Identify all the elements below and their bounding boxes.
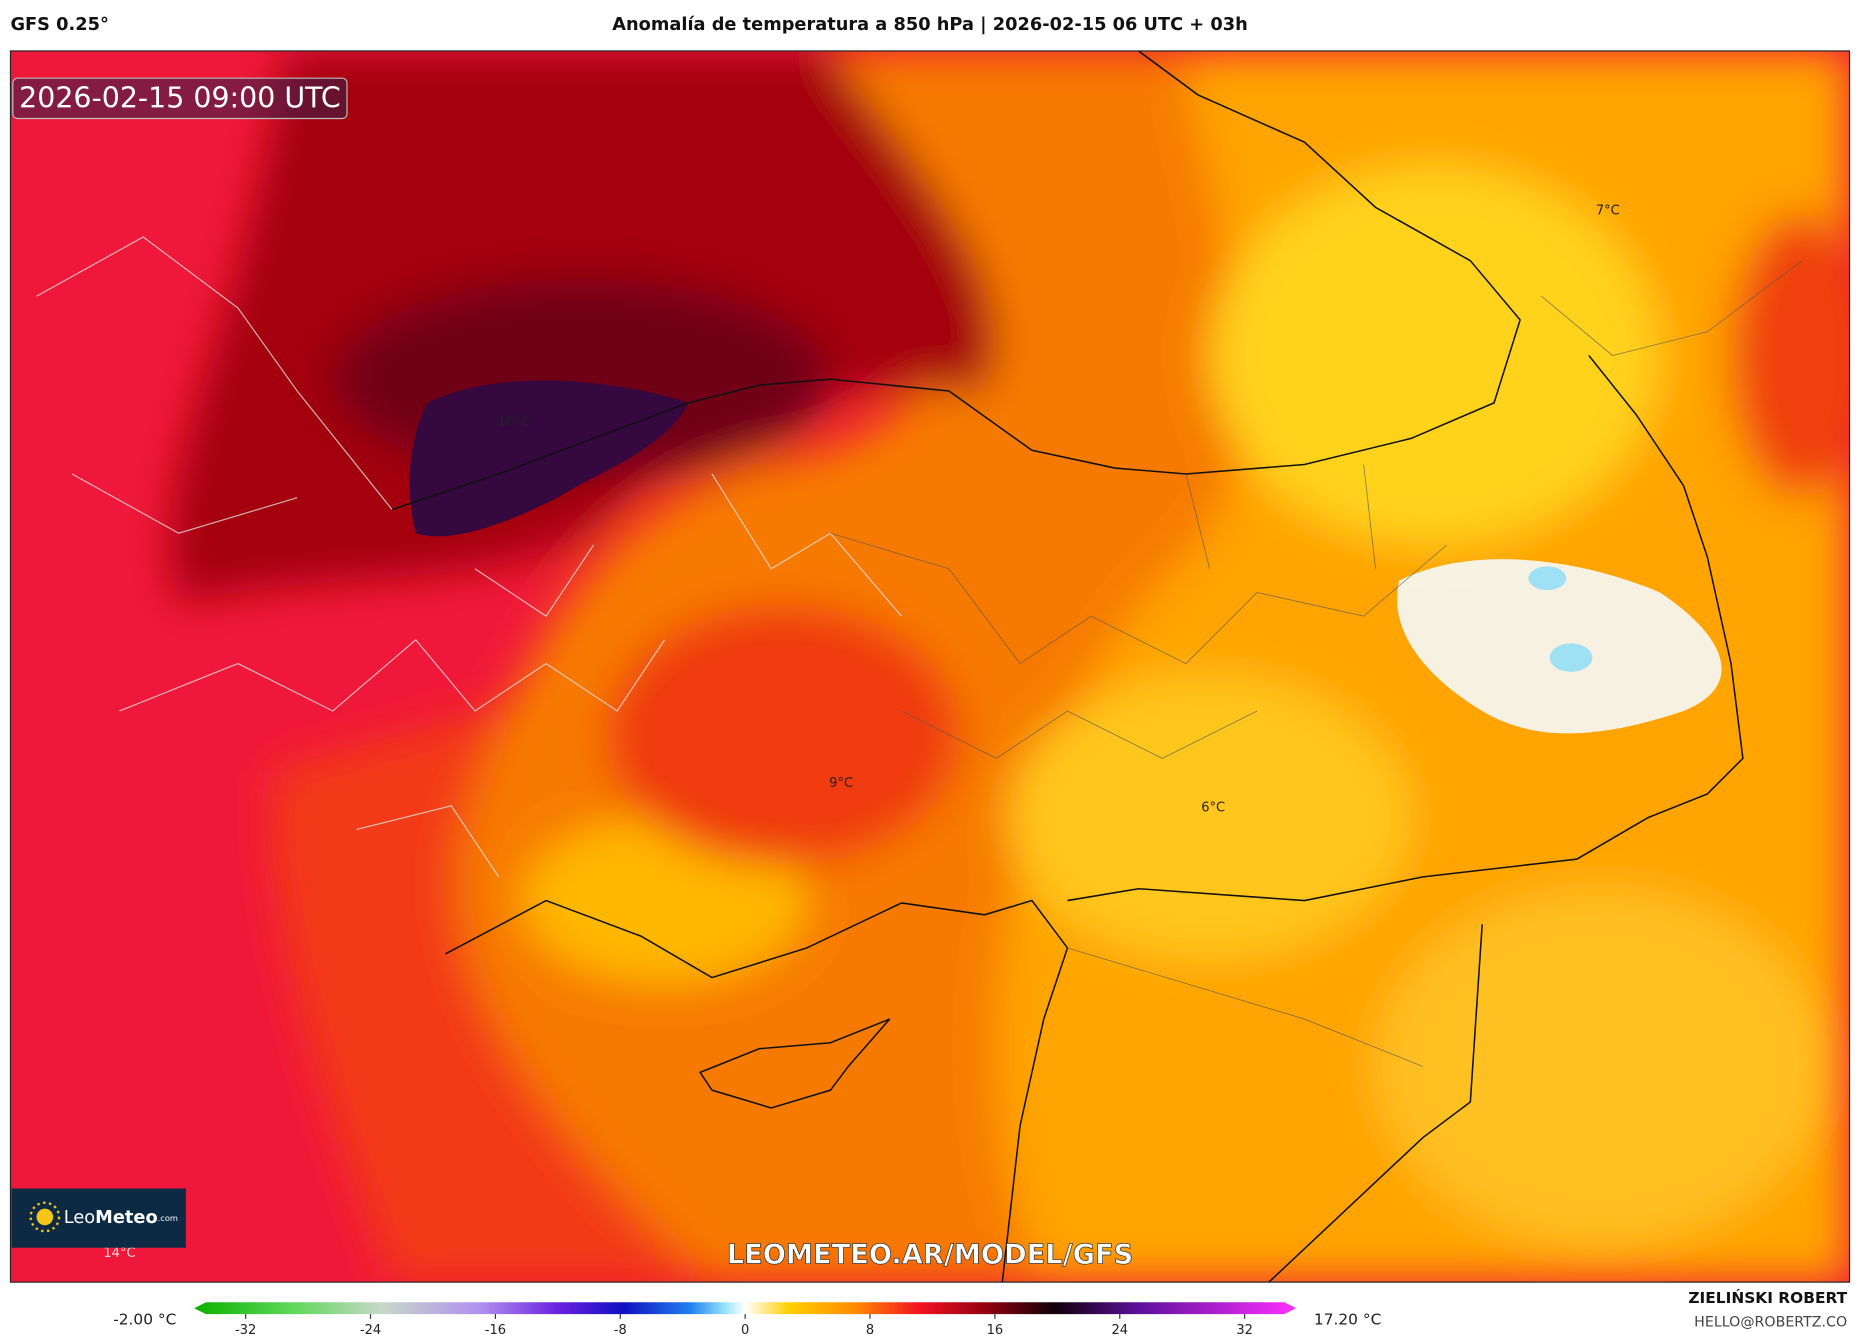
temperature-field	[170, 50, 1850, 1283]
colorbar-tick-label: 16	[987, 1323, 1004, 1338]
model-name: GFS 0.25°	[10, 15, 108, 35]
logo-rays	[29, 1201, 61, 1233]
colorbar-min-label: -2.00 °C	[113, 1311, 176, 1329]
map-label: 7°C	[1596, 203, 1620, 218]
field-yellow	[1375, 888, 1826, 1245]
credit-author: ZIELIŃSKI ROBERT	[1688, 1288, 1847, 1307]
logo-text-a: Leo	[64, 1208, 95, 1228]
colorbar-tick-label: 0	[741, 1323, 749, 1338]
field-purple	[409, 380, 689, 537]
logo-suffix: .com	[158, 1213, 178, 1223]
logo-sun	[36, 1208, 54, 1226]
map-frame	[9, 50, 1851, 1283]
map-label: 14°C	[103, 1246, 135, 1261]
map-label: 6°C	[1201, 801, 1225, 816]
logo-text: LeoMeteo.com	[64, 1208, 178, 1228]
field-red-orange	[605, 604, 961, 866]
timestamp-box	[12, 77, 348, 120]
coastline	[444, 899, 1069, 1283]
colorbar-tick-label: -32	[235, 1323, 256, 1338]
border	[1067, 355, 1744, 902]
credit-email: HELLO@ROBERTZ.CO	[1694, 1314, 1847, 1330]
field-red-orange	[1731, 213, 1850, 498]
border	[1268, 924, 1483, 1283]
colorbar-tick-label: -24	[360, 1323, 381, 1338]
field-yellow	[1008, 675, 1412, 960]
field-cyan	[1549, 643, 1593, 672]
colorbar-tick-label: -8	[614, 1323, 627, 1338]
colorbar	[194, 1302, 1297, 1315]
map-label: 9°C	[829, 776, 853, 791]
colorbar-tick-label: -16	[485, 1323, 506, 1338]
field-yellow	[1209, 165, 1660, 546]
field-cyan	[1528, 566, 1567, 591]
colorbar-tick-label: 32	[1236, 1323, 1253, 1338]
colorbar-ticks: -32 -24 -16 -8 0 8 16 24 32	[235, 1314, 1253, 1338]
map-label: 16°C	[498, 414, 530, 429]
map-area: 16°C 7°C 9°C 6°C 14°C 2026-02-15 09:00 U…	[10, 50, 1850, 1283]
logo-text-b: Meteo	[95, 1208, 157, 1228]
watermark: LEOMETEO.AR/MODEL/GFS	[727, 1240, 1133, 1271]
admin-boundary	[830, 260, 1803, 1067]
timestamp: 2026-02-15 09:00 UTC	[19, 82, 341, 115]
colorbar-tick-label: 24	[1111, 1323, 1128, 1338]
colorbar-max-label: 17.20 °C	[1314, 1311, 1381, 1329]
admin-boundary	[36, 236, 903, 878]
colorbar-tick-label: 8	[866, 1323, 874, 1338]
cyprus	[698, 1018, 891, 1109]
map-title: Anomalía de temperatura a 850 hPa | 2026…	[612, 15, 1247, 35]
